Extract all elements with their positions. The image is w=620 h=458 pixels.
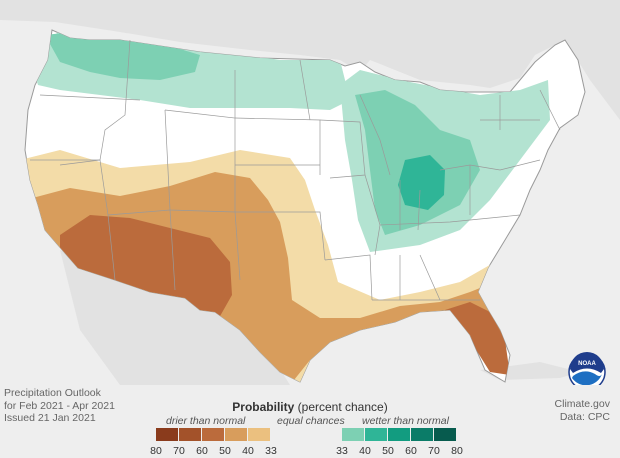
credit-data: Data: CPC [559, 410, 610, 423]
caption-period: for Feb 2021 - Apr 2021 [4, 399, 115, 412]
dry-50-60-region [60, 215, 232, 325]
tick-dry-70: 70 [173, 445, 185, 457]
caption-title: Precipitation Outlook [4, 387, 101, 399]
map-credit: Climate.gov Data: CPC [555, 398, 610, 423]
swatch-wet-80 [434, 428, 456, 441]
state-boundaries [30, 39, 561, 301]
mexico-land [60, 250, 290, 385]
swatch-dry-50 [225, 428, 247, 441]
tick-wet-50: 50 [382, 445, 394, 457]
tick-wet-33: 33 [336, 445, 348, 457]
noaa-logo: NOAA [568, 352, 606, 385]
swatch-equal-chances [271, 428, 341, 441]
map-caption: Precipitation Outlook for Feb 2021 - Apr… [4, 387, 115, 425]
tick-wet-40: 40 [359, 445, 371, 457]
legend-title-rest: (percent chance) [294, 400, 388, 414]
legend-equal-label: equal chances [277, 415, 345, 427]
wet-50-60-region [398, 155, 445, 210]
tick-wet-60: 60 [405, 445, 417, 457]
tick-dry-50: 50 [219, 445, 231, 457]
swatch-wet-50 [365, 428, 387, 441]
swatch-wet-70 [411, 428, 433, 441]
tick-dry-60: 60 [196, 445, 208, 457]
legend-drier-label: drier than normal [166, 415, 246, 427]
legend-wetter-label: wetter than normal [362, 415, 449, 427]
legend-title: Probability (percent chance) [0, 400, 620, 414]
swatch-dry-60 [202, 428, 224, 441]
tick-dry-33: 33 [265, 445, 277, 457]
tick-wet-70: 70 [428, 445, 440, 457]
legend-swatches [156, 428, 457, 441]
credit-source: Climate.gov [554, 398, 610, 410]
caption-issued: Issued 21 Jan 2021 [4, 412, 96, 424]
swatch-dry-80 [156, 428, 178, 441]
canada-land [0, 0, 620, 120]
wet-40-50-northwest-region [45, 30, 200, 80]
swatch-dry-40 [248, 428, 270, 441]
noaa-logo-text: NOAA [578, 361, 596, 367]
swatch-wet-60 [388, 428, 410, 441]
tick-dry-80: 80 [150, 445, 162, 457]
legend-title-bold: Probability [232, 400, 295, 414]
tick-wet-80: 80 [451, 445, 463, 457]
tick-dry-40: 40 [242, 445, 254, 457]
swatch-wet-40 [342, 428, 364, 441]
dry-50-60-florida-region [445, 302, 510, 375]
precipitation-outlook-map: NOAA [0, 0, 620, 385]
swatch-dry-70 [179, 428, 201, 441]
